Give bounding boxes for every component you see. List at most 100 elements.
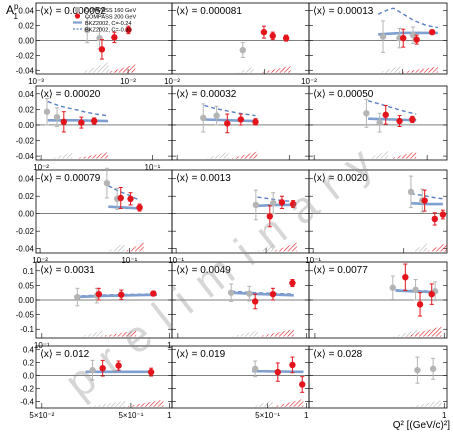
data-point-200 [98,46,106,53]
panel-6: ⟨x⟩ = 0.00050 [308,85,448,161]
data-point-160 [407,188,415,196]
legend-label: COMPASS 200 GeV [85,14,136,20]
bkz-curve-c030 [107,185,140,201]
panel-label: ⟨x⟩ = 0.0049 [176,265,231,276]
data-point-200 [421,197,428,204]
data-point-200 [299,381,306,388]
y-tick-label: -0.4 [20,397,34,406]
bkz-curve-c024 [108,205,140,210]
panel-15: 1 ⟨x⟩ = 0.028 [308,345,448,420]
y-tick-label: 0.02 [18,105,34,114]
data-point-160 [74,293,81,301]
y-tick-label: -0.04 [16,245,35,254]
panel-label: ⟨x⟩ = 0.0031 [40,265,95,276]
x-tick-label: 10⁻¹ [34,341,50,350]
x-tick-label: 10⁻² [33,163,49,172]
data-point-200 [117,194,124,202]
systematic-band-160 [368,150,388,159]
panel-label: ⟨x⟩ = 0.0013 [176,173,231,184]
data-point-200 [289,279,296,287]
x-tick-label: 10⁻² [301,77,317,86]
x-tick-label: 10⁻² [32,256,48,265]
panel-10: 0.1 0.05 0.00 -0.05 -0.110⁻¹ 1 ⟨x⟩ = 0.0031 [16,261,173,350]
legend-marker-200 [74,13,81,19]
data-point-200 [274,368,281,376]
bkz-curve-c024 [257,203,294,208]
data-point-160 [246,290,253,297]
bkz-curve-c024 [74,293,157,299]
systematic-band-160 [80,330,103,337]
data-point-200 [78,119,85,126]
y-axis-label-sup: p [14,2,19,11]
y-tick-label: -0.04 [16,152,35,161]
data-point-200 [269,32,276,40]
bkz-curve-c030 [257,196,294,203]
systematic-band-200 [272,398,304,407]
bkz-curve-c030 [367,100,417,115]
panel-9: 10⁻¹ ⟨x⟩ = 0.0020 [305,169,448,265]
data-point-200 [402,274,409,281]
data-point-200 [111,34,118,41]
x-tick-label: 1 [304,411,309,420]
panel-label: ⟨x⟩ = 0.028 [313,349,363,360]
data-point-200 [416,301,424,308]
panel-5: ⟨x⟩ = 0.00032 [171,85,310,161]
x-tick-label: 1 [167,341,172,350]
data-point-200 [289,200,297,208]
y-tick-label: -0.2 [20,384,34,393]
x-tick-label: 10⁻² [164,77,180,86]
data-point-160 [43,108,51,115]
data-point-160 [363,110,370,117]
panel-label: ⟨x⟩ = 0.00079 [40,173,101,184]
systematic-band-200 [75,152,109,159]
x-tick-label: 5×10⁻² [29,411,54,420]
data-point-160 [429,365,437,373]
panel-2: 10⁻² ⟨x⟩ = 0.000081 [164,2,310,86]
x-tick-label: 10⁻³ [28,77,44,86]
y-tick-label: -0.02 [16,51,35,60]
x-tick-label: 1 [442,411,447,420]
panel-frame [308,169,448,254]
data-point-200 [409,116,416,123]
y-tick-label: 0.4 [23,345,35,354]
bkz-curve-c024 [410,201,443,206]
x-tick-label: 10⁻¹ [168,256,184,265]
panel-frame [308,2,448,75]
data-point-200 [439,211,447,218]
legend-label: BKZ2002, C=-0.24 [85,21,132,27]
y-tick-label: 0.02 [18,21,34,30]
x-tick-label: 5×10⁻¹ [118,411,143,420]
systematic-band-160 [87,400,126,407]
bkz-curve-c030 [410,192,443,200]
data-point-160 [409,31,417,39]
y-tick-label: 0.04 [18,175,34,184]
data-point-200 [269,290,277,298]
y-tick-label: 0.2 [23,358,35,367]
panel-1: 0.04 0.02 0.00 -0.02 -0.04 10⁻³ 10⁻² ⟨x⟩ = 0.00… [16,2,173,86]
data-point-200 [115,362,122,369]
panel-frame [308,345,448,409]
systematic-band-200 [426,242,447,252]
y-tick-label: 0.00 [18,121,34,130]
data-point-160 [252,201,260,209]
panel-label: ⟨x⟩ = 0.00020 [40,89,101,100]
y-tick-label: 0.00 [18,210,34,219]
panel-3: 10⁻² ⟨x⟩ = 0.00013 [301,2,448,86]
data-point-200 [251,298,259,305]
data-point-200 [413,36,420,43]
bkz-curve-c024 [231,291,294,297]
systematic-band-200 [257,329,294,337]
panel-label: ⟨x⟩ = 0.0077 [313,265,368,276]
y-tick-label: -0.05 [16,311,35,320]
data-point-200 [150,290,157,297]
data-point-160 [89,366,96,374]
legend-label: COMPASS 160 GeV [85,8,136,14]
systematic-band-200 [273,242,297,252]
systematic-band-200 [405,326,442,337]
panel-label: ⟨x⟩ = 0.00050 [313,89,374,100]
data-point-160 [227,289,235,296]
bkz-curve-c024 [378,31,438,36]
